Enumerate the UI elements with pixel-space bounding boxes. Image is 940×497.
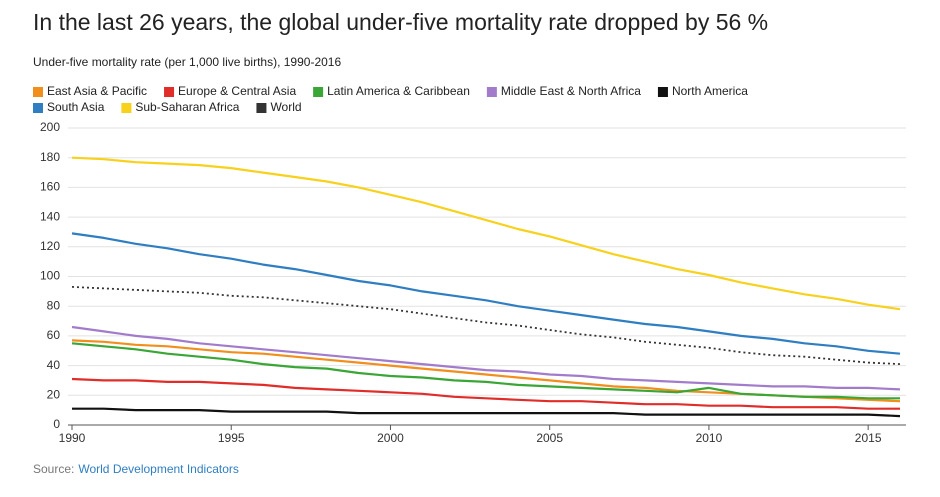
legend-label: World — [270, 100, 301, 114]
y-tick-label: 100 — [40, 269, 60, 283]
y-tick-label: 120 — [40, 239, 60, 253]
series-line — [71, 325, 901, 391]
legend-swatch — [256, 103, 267, 113]
y-tick-label: 80 — [47, 298, 61, 312]
legend-swatch — [657, 87, 668, 97]
series-line — [72, 407, 901, 418]
y-tick-label: 140 — [40, 209, 60, 223]
y-tick-label: 200 — [40, 120, 60, 134]
legend-label: Middle East & North Africa — [501, 84, 641, 98]
source-link[interactable]: World Development Indicators — [78, 462, 239, 476]
legend-swatch — [121, 103, 132, 113]
x-tick-label: 1995 — [218, 431, 245, 445]
x-tick-label: 1990 — [59, 431, 86, 445]
legend-label: Latin America & Caribbean — [327, 84, 470, 98]
y-tick-label: 0 — [53, 417, 60, 431]
series-line — [71, 286, 901, 365]
legend-swatch — [33, 87, 43, 97]
series-line — [71, 156, 901, 311]
legend-swatch — [313, 87, 324, 97]
legend-label: North America — [672, 84, 748, 98]
source-label: Source: — [33, 462, 74, 476]
legend-label: Sub-Saharan Africa — [135, 100, 239, 114]
y-tick-label: 160 — [40, 180, 60, 194]
chart-title: In the last 26 years, the global under-f… — [33, 9, 768, 35]
y-tick-label: 40 — [47, 358, 61, 372]
x-tick-label: 2015 — [855, 431, 882, 445]
legend-swatch — [164, 87, 175, 97]
legend-label: East Asia & Pacific — [47, 84, 147, 98]
chart-subtitle: Under-five mortality rate (per 1,000 liv… — [33, 55, 341, 69]
x-tick-label: 2000 — [377, 431, 404, 445]
y-tick-label: 60 — [47, 328, 61, 342]
y-tick-label: 20 — [47, 387, 61, 401]
legend-swatch — [486, 87, 497, 97]
x-tick-label: 2010 — [696, 431, 723, 445]
legend-label: South Asia — [47, 100, 105, 114]
legend-swatch — [33, 103, 43, 113]
x-tick-label: 2005 — [536, 431, 563, 445]
y-tick-label: 180 — [40, 150, 60, 164]
series-line — [71, 342, 900, 400]
legend-label: Europe & Central Asia — [178, 84, 296, 98]
series-line — [71, 232, 901, 355]
series-line — [71, 377, 900, 410]
